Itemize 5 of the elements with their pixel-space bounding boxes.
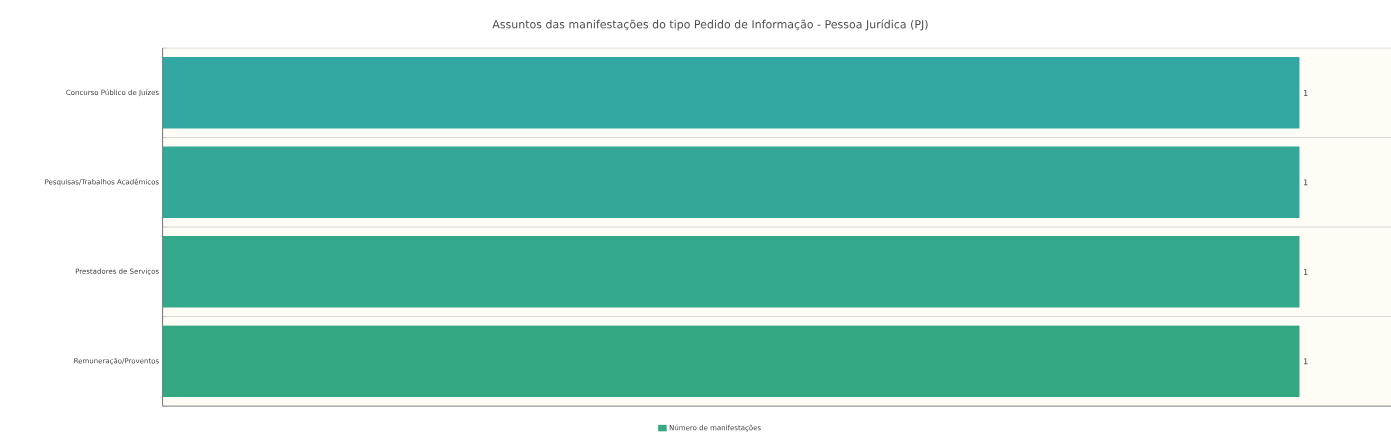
data-label: 1 (1303, 358, 1308, 365)
data-label: 1 (1303, 179, 1308, 186)
data-label: 1 (1303, 89, 1308, 96)
data-label: 1 (1303, 268, 1308, 275)
chart-title: Assuntos das manifestações do tipo Pedido de Informação - Pessoa Jurídica (PJ) (492, 19, 928, 31)
